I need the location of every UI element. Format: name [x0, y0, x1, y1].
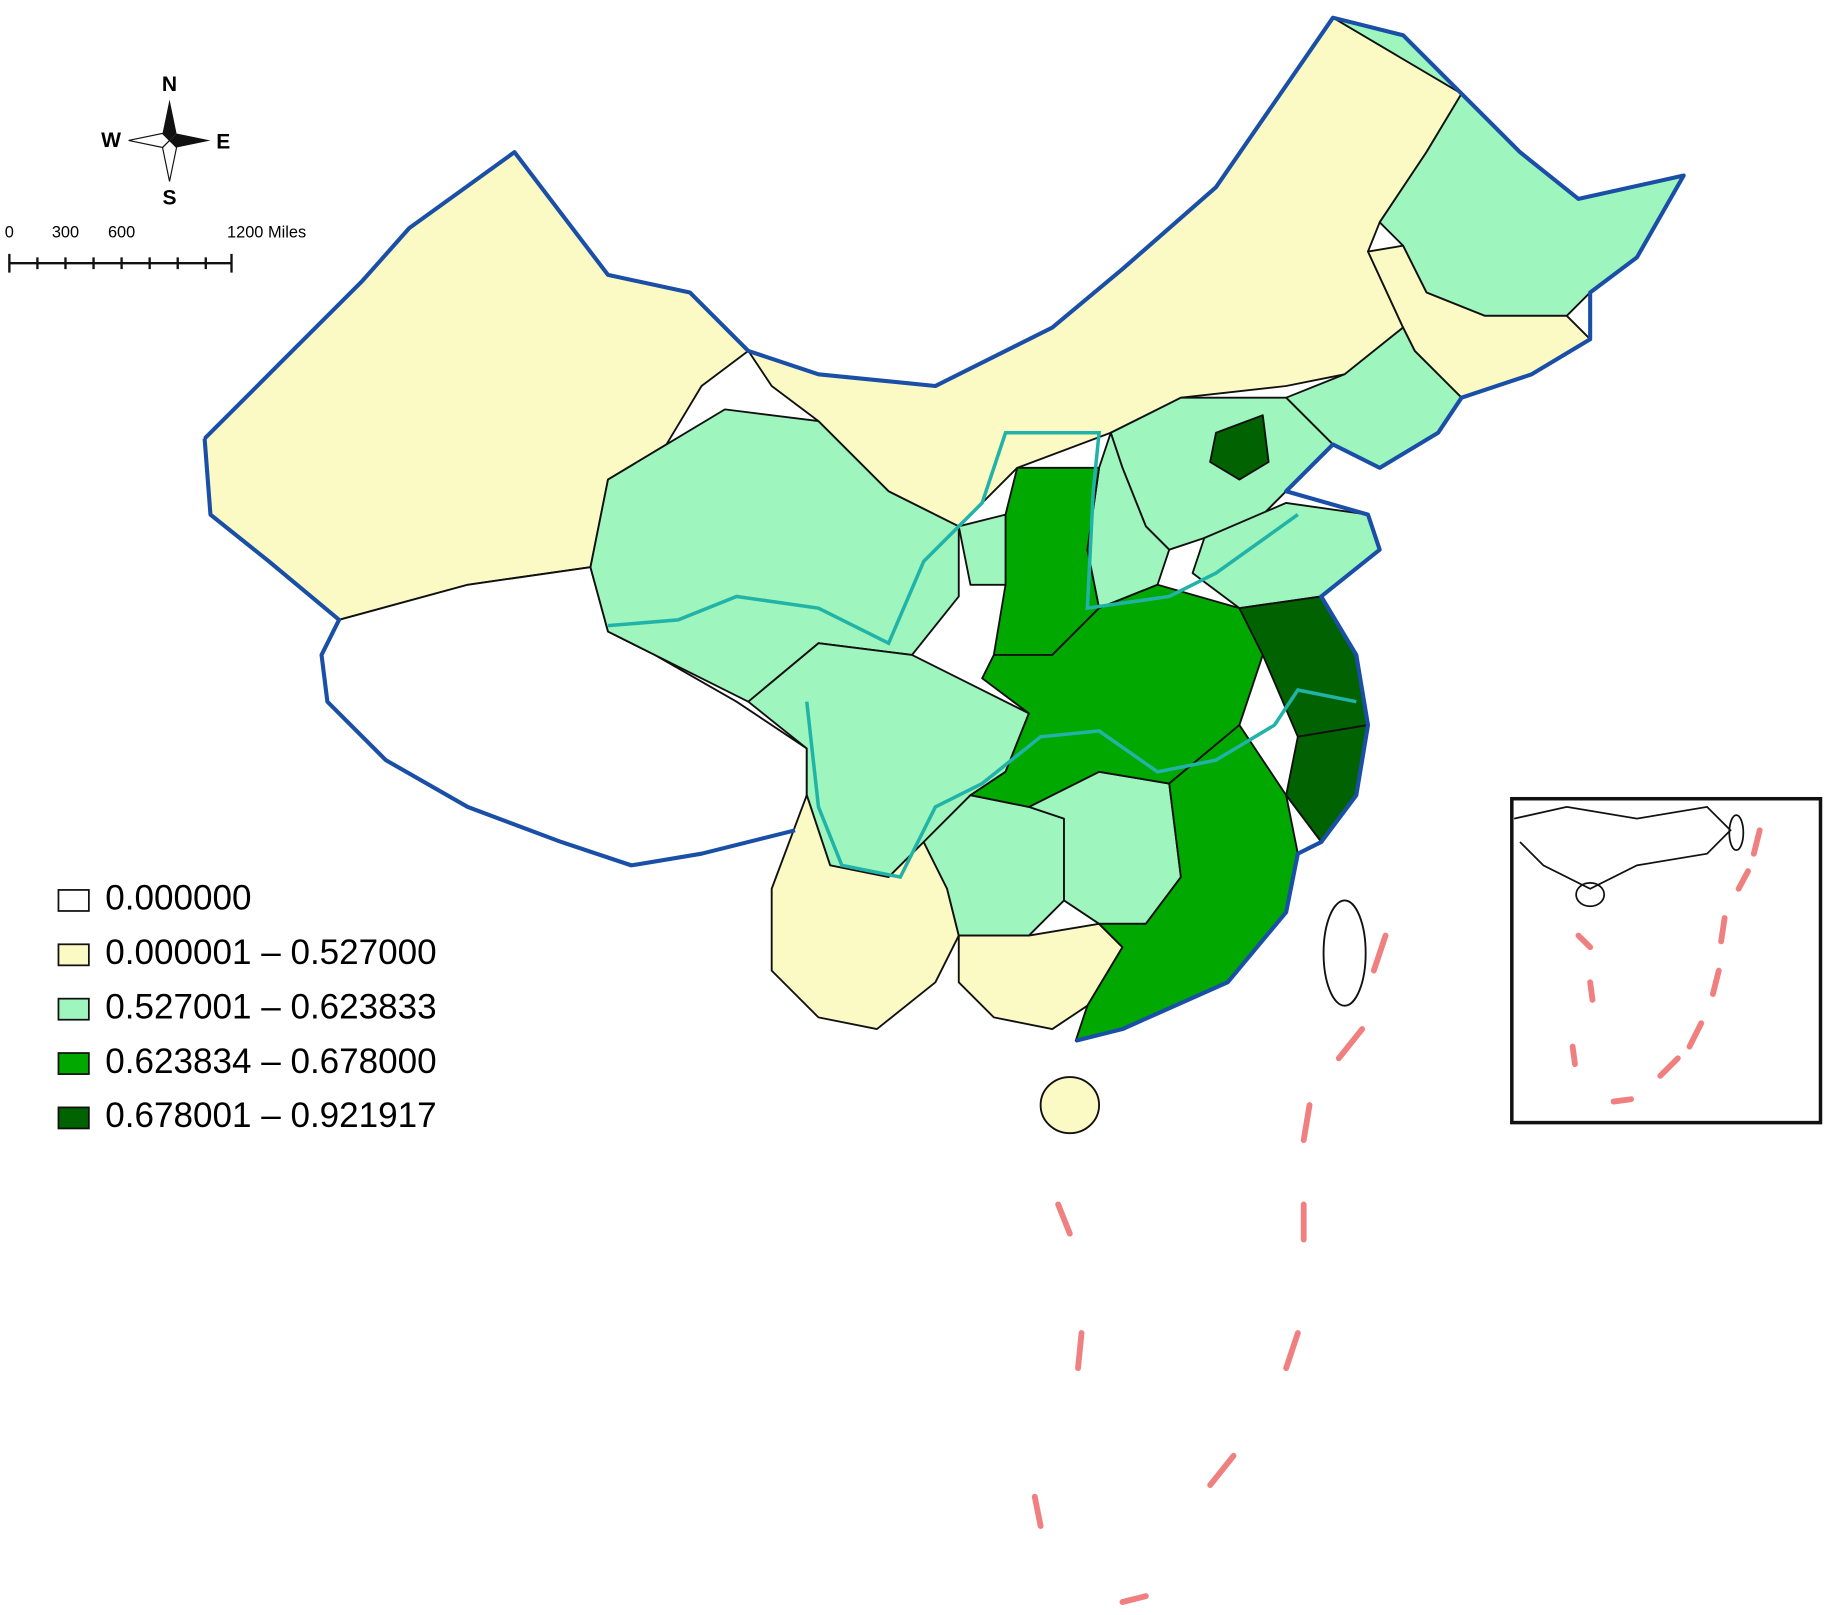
dash	[1370, 932, 1389, 974]
compass-needle	[162, 99, 177, 141]
ningxia	[957, 513, 1007, 586]
nine-dash-line	[1031, 932, 1389, 1605]
compass-needle	[169, 133, 211, 148]
legend-swatch	[57, 997, 90, 1021]
inset-hainan	[1575, 882, 1606, 908]
inset-taiwan	[1728, 814, 1745, 852]
legend-swatch	[57, 1106, 90, 1130]
legend-label: 0.000001 – 0.527000	[105, 933, 436, 972]
inset-dashes	[1569, 827, 1763, 1105]
dash	[1207, 1452, 1237, 1488]
dash	[1055, 1201, 1073, 1237]
scale-label: 1200 Miles	[227, 223, 306, 241]
taiwan	[1322, 899, 1367, 1007]
compass-north: N	[162, 73, 177, 96]
dash	[1300, 1102, 1313, 1144]
legend-swatch	[57, 943, 90, 967]
scale-label: 0	[5, 223, 14, 241]
legend-label: 0.527001 – 0.623833	[105, 987, 436, 1026]
border	[203, 15, 1686, 1043]
scale-bar: 0 300 600 1200 Miles	[5, 223, 306, 273]
border-west	[202, 438, 796, 868]
yellow-river	[607, 431, 1299, 646]
dash	[1075, 1330, 1085, 1372]
dash	[1335, 1026, 1366, 1062]
scale-ticks	[8, 253, 233, 273]
compass-south: S	[163, 186, 177, 209]
legend: 0.000000 0.000001 – 0.527000 0.527001 – 0.…	[57, 879, 437, 1135]
dash	[1283, 1330, 1301, 1372]
inset-coast	[1513, 805, 1732, 890]
compass-east: E	[216, 130, 230, 153]
compass-west: W	[101, 129, 121, 152]
provinces	[203, 16, 1685, 1135]
compass-needle	[128, 132, 171, 149]
hainan	[1039, 1076, 1101, 1135]
compass-needle	[161, 139, 178, 182]
yangtze-river	[805, 688, 1357, 880]
dash	[1119, 1593, 1149, 1605]
compass: N S W E	[101, 73, 230, 209]
scale-label: 300	[52, 223, 79, 241]
legend-label: 0.000000	[105, 879, 251, 918]
legend-label: 0.678001 – 0.921917	[105, 1096, 436, 1135]
inset-map	[1510, 796, 1823, 1125]
legend-label: 0.623834 – 0.678000	[105, 1042, 436, 1081]
legend-swatch	[57, 889, 90, 912]
zhejiang	[1285, 724, 1369, 843]
scale-label: 600	[108, 223, 135, 241]
dash	[1031, 1493, 1044, 1529]
legend-swatch	[57, 1052, 90, 1075]
beijing	[1209, 414, 1270, 481]
qinghai	[589, 408, 960, 703]
